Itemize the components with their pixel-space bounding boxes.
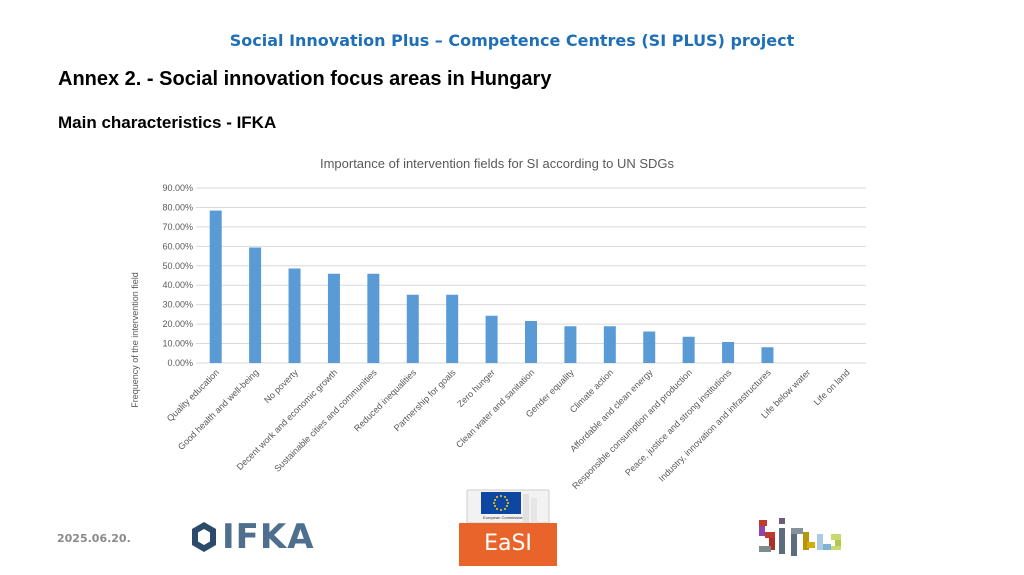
footer-date: 2025.06.20. bbox=[57, 532, 131, 545]
easi-box bbox=[459, 523, 557, 566]
ifka-logo-text: IFKA bbox=[222, 517, 315, 557]
y-tick-label: 50.00% bbox=[162, 261, 193, 271]
y-tick-label: 40.00% bbox=[162, 280, 193, 290]
x-tick-label: Life on land bbox=[812, 367, 852, 407]
european-commission-icon: European Commission bbox=[466, 489, 550, 524]
project-title: Social Innovation Plus – Competence Cent… bbox=[229, 31, 795, 50]
bar bbox=[249, 247, 262, 363]
y-tick-label: 20.00% bbox=[162, 319, 193, 329]
y-axis-label: Frequency of the intervention field bbox=[130, 272, 140, 408]
y-tick-label: 70.00% bbox=[162, 222, 193, 232]
bar-chart: Importance of intervention fields for SI… bbox=[130, 156, 866, 491]
bar bbox=[327, 273, 340, 363]
chart-title: Importance of intervention fields for SI… bbox=[320, 156, 675, 171]
y-tick-label: 30.00% bbox=[162, 300, 193, 310]
bar bbox=[603, 326, 616, 363]
bar bbox=[406, 294, 419, 363]
y-tick-label: 90.00% bbox=[162, 183, 193, 193]
ifka-logo: IFKA bbox=[190, 517, 320, 557]
x-tick-label: Zero hunger bbox=[455, 367, 497, 409]
bar bbox=[209, 210, 222, 363]
bar bbox=[485, 315, 498, 363]
bar bbox=[367, 273, 380, 363]
bar bbox=[682, 336, 695, 363]
bar bbox=[288, 268, 301, 363]
y-tick-label: 80.00% bbox=[162, 202, 193, 212]
ifka-hexagon-icon bbox=[192, 522, 216, 552]
bars bbox=[209, 210, 774, 363]
y-tick-labels: 0.00% 10.00% 20.00% 30.00% 40.00% 50.00% 60.00… bbox=[162, 183, 193, 368]
x-tick-label: Clean water and sanitation bbox=[454, 367, 536, 449]
easi-logo-text: EaSI bbox=[484, 531, 532, 556]
ec-label: European Commission bbox=[483, 515, 523, 520]
x-tick-label: Affordable and clean energy bbox=[568, 367, 655, 454]
x-tick-label: No poverty bbox=[262, 367, 300, 405]
bar bbox=[722, 342, 735, 363]
bar bbox=[446, 294, 459, 363]
bar bbox=[525, 321, 537, 363]
si-plus-logo bbox=[757, 514, 853, 560]
annex-title: Annex 2. - Social innovation focus areas… bbox=[58, 68, 552, 90]
bar bbox=[564, 326, 577, 363]
bar bbox=[761, 347, 774, 363]
x-tick-label: Good health and well-being bbox=[176, 367, 261, 452]
section-subtitle: Main characteristics - IFKA bbox=[58, 113, 277, 132]
y-tick-label: 0.00% bbox=[167, 358, 193, 368]
y-tick-label: 60.00% bbox=[162, 241, 193, 251]
bar bbox=[643, 331, 656, 363]
y-tick-label: 10.00% bbox=[162, 339, 193, 349]
easi-logo: European Commission EaSI bbox=[459, 486, 557, 566]
